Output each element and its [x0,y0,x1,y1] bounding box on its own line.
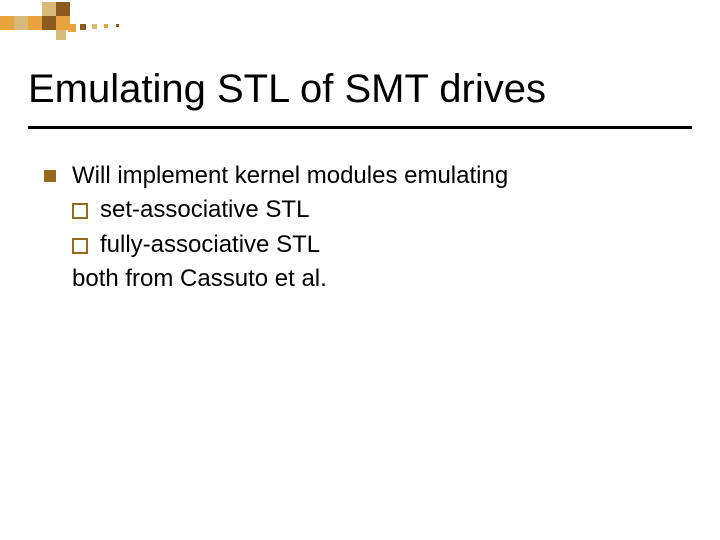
bullet-level2: fully-associative STL [72,229,680,261]
title-underline [28,126,692,129]
deco-square [56,30,66,40]
closing-line: both from Cassuto et al. [72,263,680,295]
deco-square [104,24,108,28]
bullet-level1-text: Will implement kernel modules emulating [72,162,508,189]
deco-square [28,16,42,30]
title-block: Emulating STL of SMT drives [28,66,692,129]
deco-square [0,16,14,30]
deco-square [42,16,56,30]
deco-square [80,24,86,30]
bullet-level2-text: fully-associative STL [100,231,320,258]
deco-square [14,16,28,30]
bullet-level2-text: set-associative STL [100,196,309,223]
slide-title: Emulating STL of SMT drives [28,66,692,112]
deco-square [42,2,56,16]
bullet-level1: Will implement kernel modules emulating [44,160,680,192]
deco-square [92,24,97,29]
deco-square [56,2,70,16]
slide: Emulating STL of SMT drives Will impleme… [0,0,720,540]
bullet-level2: set-associative STL [72,194,680,226]
slide-body: Will implement kernel modules emulating … [44,160,680,296]
corner-decoration [0,0,160,44]
deco-square [68,24,76,32]
deco-square [116,24,119,27]
